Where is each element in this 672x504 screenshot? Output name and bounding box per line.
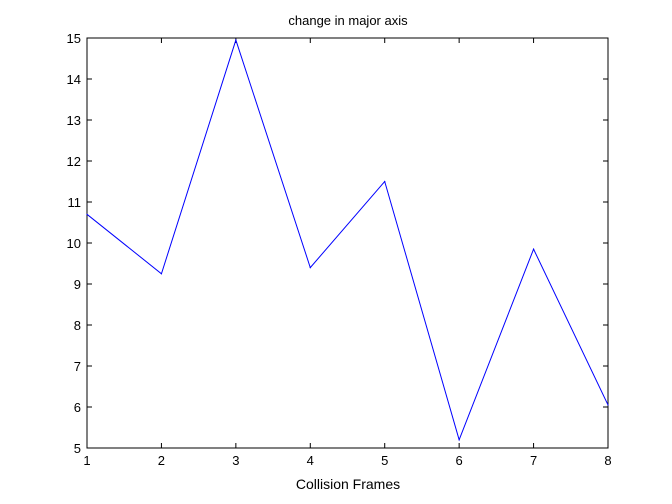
chart-title: change in major axis (288, 13, 408, 28)
series-line-0 (86, 38, 609, 442)
x-tick-label: 2 (158, 453, 165, 468)
x-tick-label: 1 (83, 453, 90, 468)
data-point (309, 267, 311, 269)
y-tick-label: 10 (67, 236, 81, 251)
x-tick-label: 8 (604, 453, 611, 468)
y-tick-label: 11 (68, 195, 82, 210)
data-point (384, 180, 386, 183)
y-tick-label: 14 (67, 72, 81, 87)
data-point (607, 404, 609, 406)
data-point (532, 248, 535, 250)
data-point (235, 39, 237, 41)
x-tick-label: 3 (232, 453, 239, 468)
y-tick-label: 8 (74, 318, 81, 333)
x-tick-label: 7 (530, 453, 537, 468)
y-tick-label: 5 (74, 441, 81, 456)
data-point (86, 213, 88, 215)
axes-box (86, 37, 609, 449)
y-tick-label: 7 (74, 359, 81, 374)
data-point (160, 273, 163, 275)
x-tick-label: 6 (456, 453, 463, 468)
y-tick-label: 12 (67, 154, 81, 169)
x-axis-label: Collision Frames (296, 476, 400, 492)
x-tick-label: 4 (307, 453, 314, 468)
y-tick-label: 15 (67, 31, 81, 46)
y-tick-label: 13 (67, 113, 81, 128)
y-tick-label: 6 (74, 400, 81, 415)
x-tick-label: 5 (381, 453, 388, 468)
y-tick-label: 9 (74, 277, 81, 292)
data-point (458, 439, 460, 441)
